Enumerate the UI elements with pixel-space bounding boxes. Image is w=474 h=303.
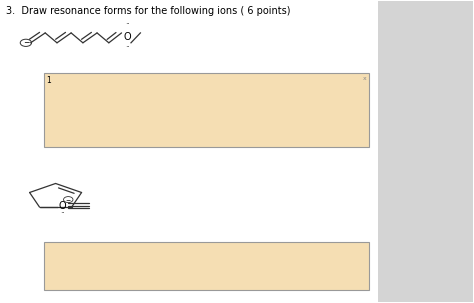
FancyBboxPatch shape: [378, 2, 473, 301]
Text: ··: ··: [125, 43, 130, 52]
Text: ··: ··: [60, 209, 64, 218]
Text: −: −: [23, 38, 29, 47]
Text: O: O: [124, 32, 131, 42]
Text: 1: 1: [46, 76, 51, 85]
FancyBboxPatch shape: [44, 241, 369, 290]
Text: −: −: [65, 197, 71, 202]
Text: x: x: [363, 76, 367, 81]
Text: 3.  Draw resonance forms for the following ions ( 6 points): 3. Draw resonance forms for the followin…: [6, 6, 291, 16]
FancyBboxPatch shape: [44, 73, 369, 147]
Text: O: O: [58, 201, 66, 211]
Text: ··: ··: [125, 20, 130, 29]
